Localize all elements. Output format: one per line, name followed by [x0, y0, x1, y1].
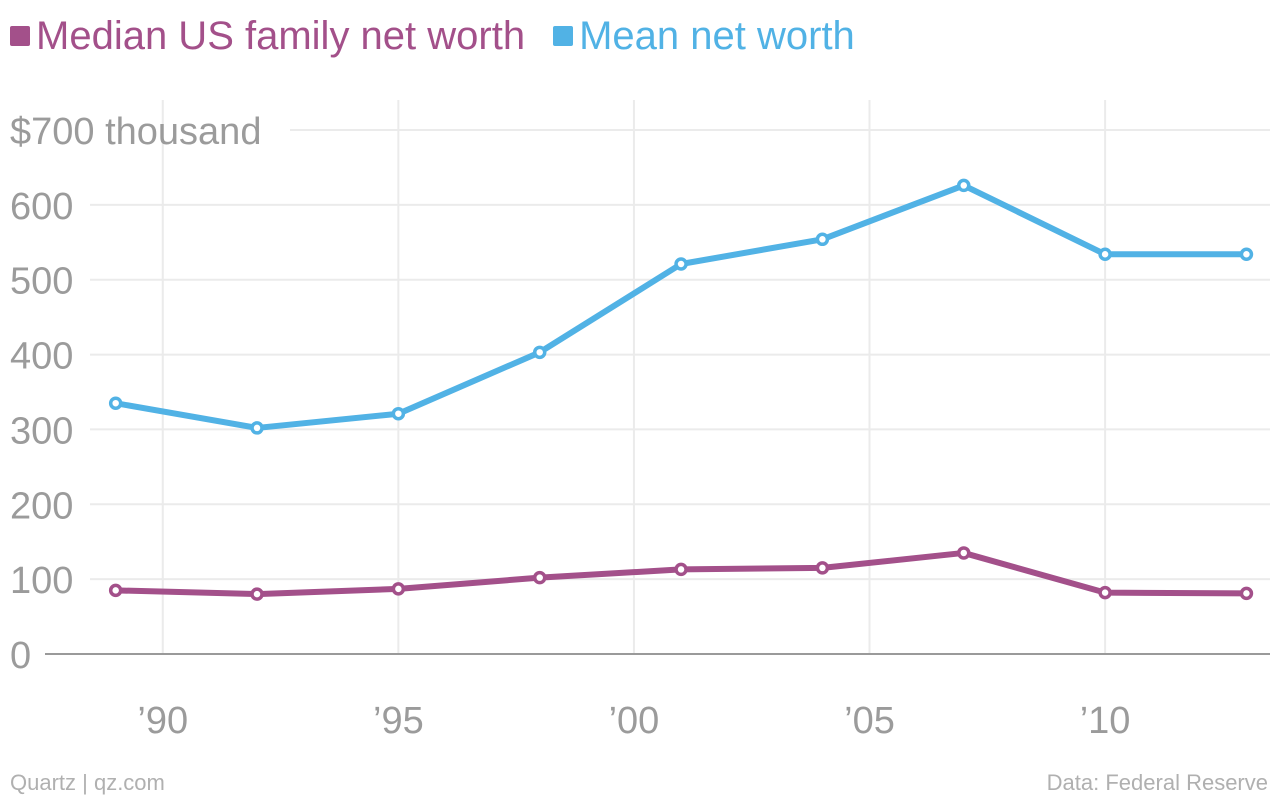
legend-swatch-median [10, 26, 30, 46]
x-tick-label-2010: ’10 [1080, 700, 1131, 742]
data-source: Data: Federal Reserve [1046, 770, 1268, 795]
data-point-mean-1998 [532, 345, 547, 360]
x-tick-label-1995: ’95 [373, 700, 424, 742]
data-point-median-2013 [1239, 586, 1254, 601]
data-point-mean-1989 [108, 396, 123, 410]
data-point-mean-2004 [815, 232, 830, 247]
y-tick-label-500: 500 [10, 261, 73, 303]
x-tick-label-1990: ’90 [137, 700, 188, 742]
data-point-mean-2013 [1239, 247, 1254, 262]
data-point-median-1995 [391, 582, 406, 596]
data-point-median-2001 [674, 562, 688, 577]
source-credit: Quartz | qz.com [10, 770, 165, 795]
legend-item-mean: Mean net worth [553, 12, 855, 60]
data-point-mean-2007 [957, 178, 971, 193]
data-point-median-1998 [532, 570, 547, 585]
legend-label-mean: Mean net worth [579, 14, 855, 58]
data-point-mean-2010 [1098, 247, 1112, 262]
data-point-mean-1995 [391, 406, 406, 421]
data-point-median-1992 [250, 587, 264, 601]
y-tick-label-100: 100 [10, 560, 73, 602]
y-tick-label-200: 200 [10, 485, 73, 527]
legend-label-median: Median US family net worth [36, 14, 526, 58]
x-tick-label-2005: ’05 [844, 700, 895, 742]
y-tick-label-0: 0 [10, 635, 31, 677]
data-point-median-2004 [815, 561, 830, 575]
data-point-median-2007 [957, 546, 971, 560]
series-line-mean [112, 182, 1250, 431]
y-tick-label-300: 300 [10, 410, 73, 452]
y-tick-label-400: 400 [10, 336, 73, 378]
y-tick-label-700: $700 thousand [10, 111, 261, 153]
legend-item-median: Median US family net worth [10, 12, 525, 60]
legend: Median US family net worth Mean net wort… [10, 12, 883, 60]
data-point-mean-1992 [250, 421, 264, 435]
data-point-mean-2001 [674, 257, 688, 271]
y-tick-label-600: 600 [10, 186, 73, 228]
x-tick-label-2000: ’00 [609, 700, 660, 742]
legend-swatch-mean [553, 26, 574, 46]
data-point-median-1989 [108, 583, 123, 598]
data-point-median-2010 [1098, 585, 1112, 600]
